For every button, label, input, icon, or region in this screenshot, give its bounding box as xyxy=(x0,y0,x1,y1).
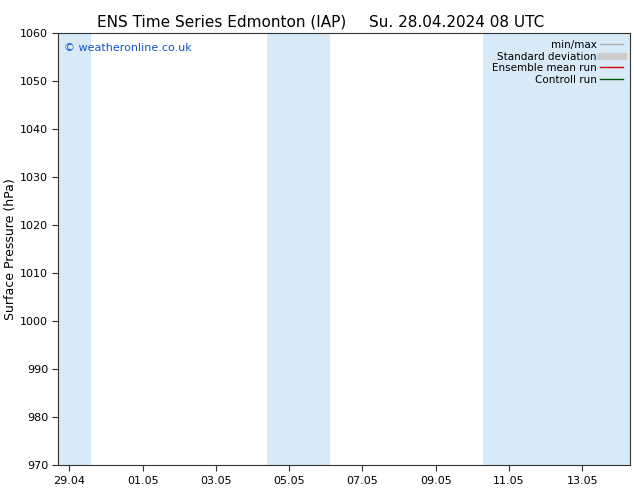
Legend: min/max, Standard deviation, Ensemble mean run, Controll run: min/max, Standard deviation, Ensemble me… xyxy=(489,38,624,87)
Y-axis label: Surface Pressure (hPa): Surface Pressure (hPa) xyxy=(4,178,17,320)
Text: ENS Time Series Edmonton (IAP): ENS Time Series Edmonton (IAP) xyxy=(97,15,347,30)
Text: © weatheronline.co.uk: © weatheronline.co.uk xyxy=(64,44,192,53)
Bar xyxy=(268,33,330,466)
Bar xyxy=(483,33,630,466)
Text: Su. 28.04.2024 08 UTC: Su. 28.04.2024 08 UTC xyxy=(369,15,544,30)
Bar xyxy=(58,33,91,466)
